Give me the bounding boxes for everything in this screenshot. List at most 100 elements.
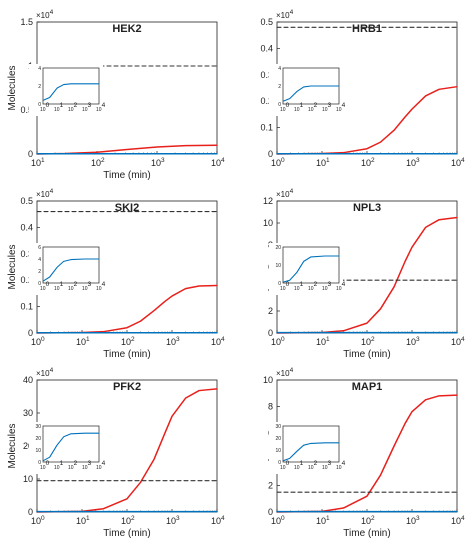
x-tick-label: 103 bbox=[166, 515, 180, 526]
y-tick-label: 0.4 bbox=[260, 43, 273, 53]
x-axis-label: Time (min) bbox=[343, 349, 390, 360]
inset-x-tick-label: 102 bbox=[68, 281, 78, 292]
y-tick-label: 0.5 bbox=[20, 196, 33, 206]
y-tick-label: 0 bbox=[28, 149, 33, 159]
red-series-line bbox=[36, 284, 218, 334]
inset-y-tick-label: 0 bbox=[278, 281, 281, 287]
inset-x-tick-label: 101 bbox=[294, 281, 304, 292]
x-tick-label: 101 bbox=[316, 336, 330, 347]
x-tick-label: 101 bbox=[316, 515, 330, 526]
y-multiplier: ×104 bbox=[276, 367, 294, 378]
y-tick-label: 0.5 bbox=[20, 105, 33, 115]
x-axis-label: Time (min) bbox=[103, 528, 150, 539]
inset-x-tick-label: 103 bbox=[82, 281, 92, 292]
inset-y-tick-label: 10 bbox=[275, 448, 281, 454]
inset-x-tick-label: 103 bbox=[322, 281, 332, 292]
inset-x-tick-label: 101 bbox=[54, 460, 64, 471]
inset-plot: 100 101 102 103 104 0 10 20 30 bbox=[29, 422, 106, 474]
inset-y-tick-label: 30 bbox=[35, 424, 41, 430]
inset-y-tick-label: 4 bbox=[38, 257, 41, 263]
inset-y-tick-label: 2 bbox=[278, 84, 281, 90]
x-tick-label: 102 bbox=[361, 336, 375, 347]
inset-y-tick-label: 0 bbox=[38, 460, 41, 466]
y-tick-label: 0 bbox=[268, 149, 273, 159]
y-tick-label: 2 bbox=[268, 481, 273, 491]
x-tick-label: 100 bbox=[271, 515, 285, 526]
x-tick-label: 100 bbox=[271, 336, 285, 347]
y-multiplier: ×104 bbox=[36, 9, 54, 20]
panel-title: HRB1 bbox=[352, 23, 382, 35]
inset-y-tick-label: 0 bbox=[38, 102, 41, 108]
x-tick-label: 101 bbox=[76, 515, 90, 526]
panel-title: SKI2 bbox=[115, 202, 139, 214]
y-multiplier: ×104 bbox=[276, 9, 294, 20]
y-tick-label: 10 bbox=[263, 218, 273, 228]
x-axis-label: Time (min) bbox=[103, 170, 150, 181]
x-tick-label: 102 bbox=[361, 157, 375, 168]
inset-x-tick-label: 102 bbox=[308, 460, 318, 471]
x-tick-label: 103 bbox=[406, 336, 420, 347]
y-tick-label: 0.5 bbox=[260, 17, 273, 27]
y-tick-label: 0.4 bbox=[20, 222, 33, 232]
inset-y-tick-label: 10 bbox=[35, 448, 41, 454]
inset-x-tick-label: 101 bbox=[54, 281, 64, 292]
inset-series-line bbox=[282, 85, 339, 102]
x-axis-label: Time (min) bbox=[343, 528, 390, 539]
x-tick-label: 100 bbox=[31, 336, 45, 347]
inset-x-tick-label: 100 bbox=[40, 281, 50, 292]
inset-y-tick-label: 20 bbox=[35, 436, 41, 442]
inset-x-tick-label: 104 bbox=[96, 460, 106, 471]
y-tick-label: 0.3 bbox=[20, 249, 33, 259]
y-tick-label: 20 bbox=[23, 441, 33, 451]
inset-x-tick-label: 100 bbox=[280, 460, 290, 471]
y-axis-label: Molecules bbox=[7, 65, 18, 110]
x-tick-label: 103 bbox=[166, 336, 180, 347]
red-series-line bbox=[36, 144, 218, 155]
inset-y-tick-label: 0 bbox=[278, 102, 281, 108]
x-tick-label: 104 bbox=[211, 515, 225, 526]
inset-series-line bbox=[42, 432, 99, 462]
inset-x-tick-label: 101 bbox=[294, 460, 304, 471]
x-tick-label: 101 bbox=[76, 336, 90, 347]
inset-y-tick-label: 30 bbox=[275, 424, 281, 430]
x-tick-label: 101 bbox=[316, 157, 330, 168]
inset-x-tick-label: 104 bbox=[96, 102, 106, 113]
x-tick-label: 103 bbox=[151, 157, 165, 168]
y-tick-label: 8 bbox=[268, 401, 273, 411]
inset-plot: 100 101 102 103 104 0 10 20 30 bbox=[269, 422, 346, 474]
inset-y-tick-label: 20 bbox=[275, 245, 281, 251]
y-tick-label: 0 bbox=[268, 328, 273, 338]
inset-y-tick-label: 4 bbox=[38, 66, 41, 72]
y-tick-label: 40 bbox=[23, 375, 33, 385]
x-tick-label: 104 bbox=[211, 157, 225, 168]
inset-y-tick-label: 0 bbox=[38, 281, 41, 287]
inset-x-tick-label: 103 bbox=[82, 102, 92, 113]
inset-frame bbox=[42, 425, 100, 463]
inset-plot: 100 101 102 103 104 0 10 20 bbox=[269, 243, 346, 295]
inset-x-tick-label: 102 bbox=[68, 102, 78, 113]
inset-frame bbox=[42, 246, 100, 284]
inset-x-tick-label: 100 bbox=[40, 102, 50, 113]
inset-series-line bbox=[282, 255, 339, 283]
y-multiplier: ×104 bbox=[276, 188, 294, 199]
x-tick-label: 100 bbox=[31, 515, 45, 526]
y-tick-label: 0.2 bbox=[260, 96, 273, 106]
inset-x-tick-label: 100 bbox=[280, 102, 290, 113]
inset-x-tick-label: 104 bbox=[336, 460, 346, 471]
red-series-line bbox=[276, 394, 458, 513]
x-tick-label: 102 bbox=[361, 515, 375, 526]
x-tick-label: 100 bbox=[271, 157, 285, 168]
inset-plot: 100 101 102 103 104 0 2 4 bbox=[269, 64, 346, 116]
inset-frame bbox=[42, 67, 100, 105]
y-tick-label: 0.2 bbox=[20, 275, 33, 285]
x-tick-label: 102 bbox=[121, 515, 135, 526]
y-multiplier: ×104 bbox=[36, 188, 54, 199]
inset-x-tick-label: 103 bbox=[322, 102, 332, 113]
inset-y-tick-label: 2 bbox=[38, 269, 41, 275]
x-tick-label: 104 bbox=[211, 336, 225, 347]
panel-ski2: 100 101 102 103 104 0 0.1 0.2 0.3 0.4 0.5×104 SKI2 T… bbox=[7, 188, 225, 360]
